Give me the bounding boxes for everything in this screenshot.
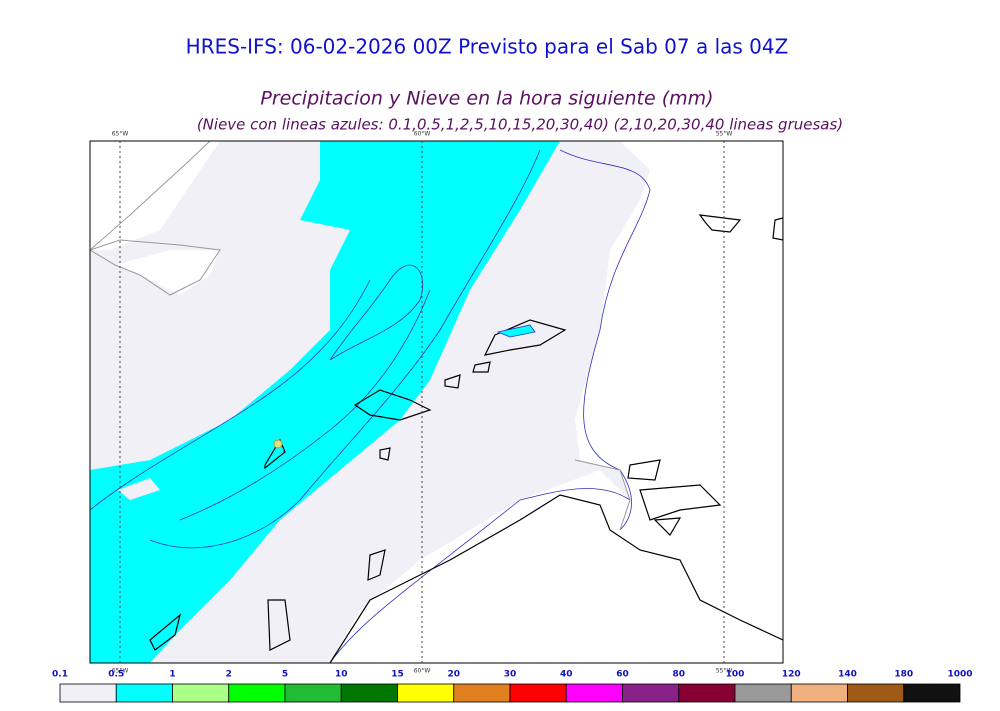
color-swatch [397, 683, 455, 703]
colorbar-label: 120 [782, 670, 801, 680]
subtitle: Precipitacion y Nieve en la hora siguien… [260, 88, 713, 110]
colorbar-label: 20 [447, 670, 460, 680]
colorbar-label: 80 [672, 670, 685, 680]
colorbar-label: 1000 [947, 670, 972, 680]
precip-spot [273, 439, 283, 449]
meridian-label: 60°W [414, 131, 431, 138]
color-swatch [228, 683, 286, 703]
colorbar-label: 30 [504, 670, 517, 680]
color-swatch [340, 683, 398, 703]
meridian-label: 65°W [112, 131, 129, 138]
meridian-label: 60°W [414, 668, 431, 675]
color-swatch [790, 683, 848, 703]
color-swatch [284, 683, 342, 703]
no-precip [330, 141, 783, 663]
colorbar-label: 0.1 [52, 670, 68, 680]
colorbar-label: 40 [560, 670, 573, 680]
colorbar-label: 60 [616, 670, 629, 680]
no-precip [115, 250, 220, 295]
color-swatch [172, 683, 230, 703]
map-frame [89, 140, 784, 664]
meridian-label: 55°W [716, 131, 733, 138]
colorbar: 0.1 0.5 1 2 5 10 15 20 30 40 60 80 100 120 140 180 1000 [52, 670, 973, 703]
colorbar-label: 180 [894, 670, 913, 680]
map: 65°W 65°W 60°W 60°W 55°W 55°W [89, 131, 784, 675]
meridian-label: 65°W [112, 668, 129, 675]
color-swatch [509, 683, 567, 703]
title: HRES-IFS: 06-02-2026 00Z Previsto para e… [186, 35, 789, 59]
colorbar-label: 10 [335, 670, 348, 680]
precip-light [118, 478, 160, 500]
color-swatch [847, 683, 905, 703]
note: (Nieve con lineas azules: 0.1,0.5,1,2,5,… [197, 116, 843, 134]
colorbar-label: 140 [838, 670, 857, 680]
colorbar-label: 5 [282, 670, 288, 680]
colorbar-label: 2 [226, 670, 232, 680]
colorbar-label: 1 [169, 670, 175, 680]
color-swatch [59, 683, 117, 703]
meridian-label: 55°W [716, 668, 733, 675]
colorbar-label: 15 [391, 670, 404, 680]
no-precip [90, 141, 220, 250]
color-swatch [453, 683, 511, 703]
precip-cyan [496, 324, 536, 338]
precip-cyan [90, 141, 560, 663]
colorbar-label: 0.5 [108, 670, 124, 680]
color-swatch [903, 683, 961, 703]
meridians: 65°W 65°W 60°W 60°W 55°W 55°W [112, 131, 733, 675]
color-swatch [678, 683, 736, 703]
color-swatch [115, 683, 173, 703]
color-swatch [565, 683, 623, 703]
color-swatch [734, 683, 792, 703]
colorbar-label: 100 [726, 670, 745, 680]
color-swatch [622, 683, 680, 703]
